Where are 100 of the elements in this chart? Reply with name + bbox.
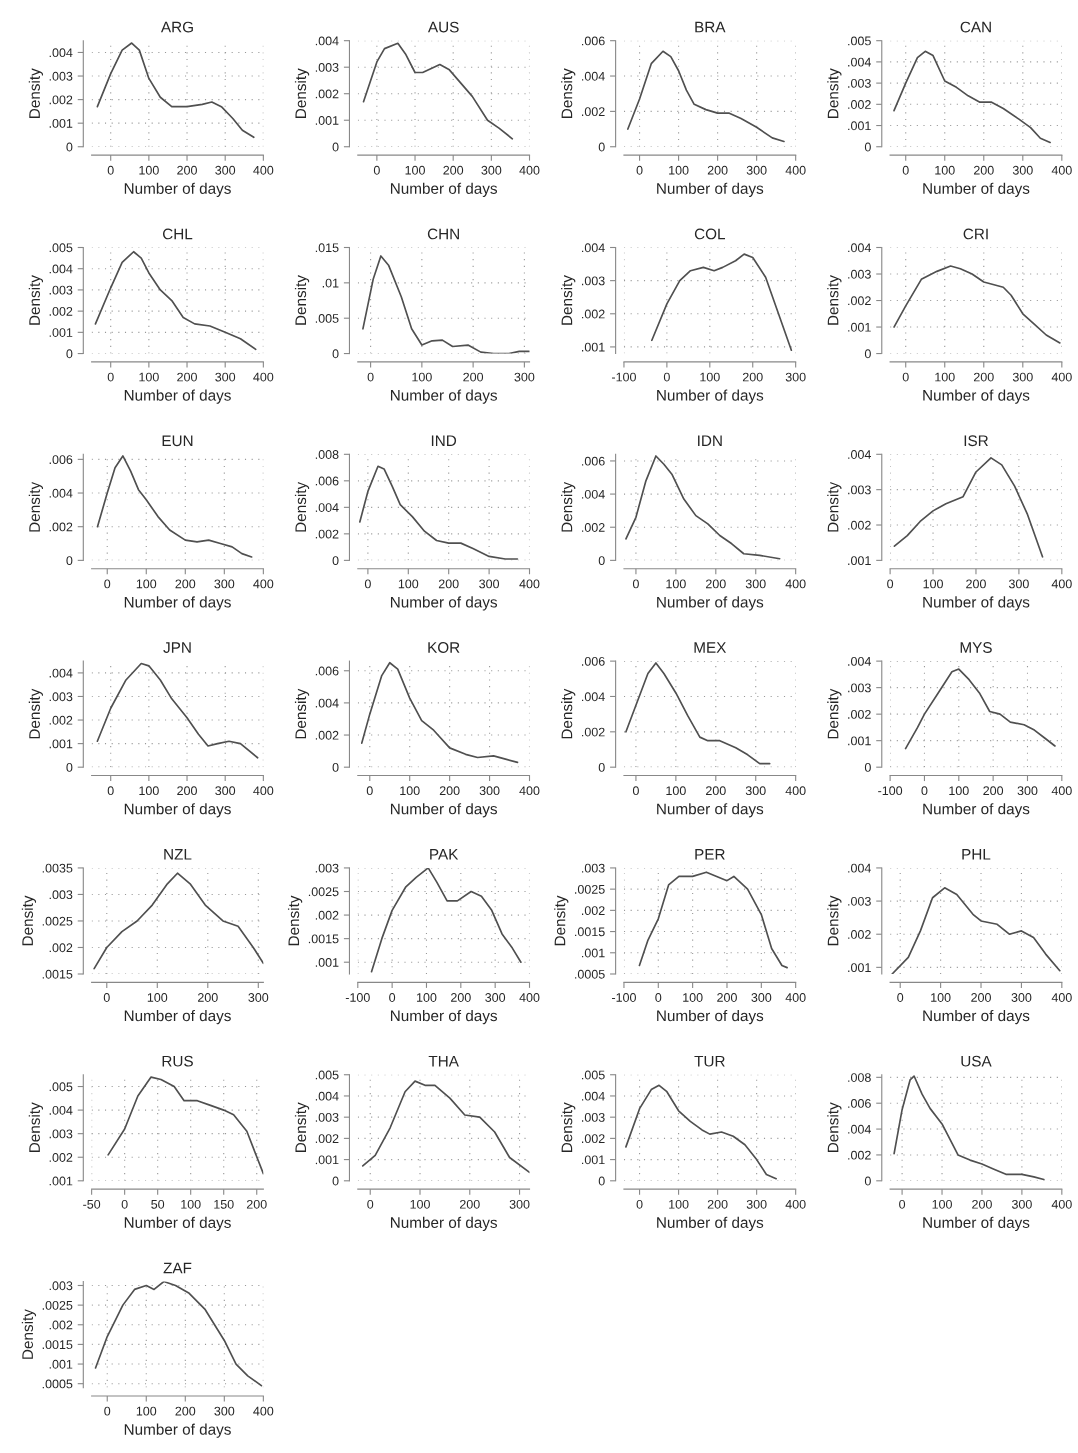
y-tick-label: .0015 xyxy=(308,934,339,944)
x-tick-label: -100 xyxy=(345,993,370,1002)
line-series xyxy=(94,1281,263,1387)
line-series xyxy=(893,265,1061,344)
chart-title: EUN xyxy=(162,435,193,447)
y-tick-label: .001 xyxy=(848,121,871,131)
x-tick-label: 100 xyxy=(410,1199,430,1209)
x-tick-label: 50 xyxy=(151,1199,165,1209)
x-tick-label: 400 xyxy=(519,579,540,589)
line-series xyxy=(891,886,1061,974)
y-tick-label: .003 xyxy=(49,1281,73,1291)
x-tick-label: 200 xyxy=(966,579,986,589)
y-tick-label: .005 xyxy=(848,36,871,46)
y-tick-label: .001 xyxy=(848,963,871,973)
y-tick-label: .004 xyxy=(315,1091,339,1101)
y-axis-title: Density xyxy=(561,1102,576,1152)
x-tick-label: 100 xyxy=(669,165,689,175)
x-axis-title: Number of days xyxy=(657,596,764,611)
y-tick-label: 0 xyxy=(332,556,339,566)
y-tick-label: .002 xyxy=(582,107,605,117)
x-tick-label: 200 xyxy=(463,372,484,382)
y-tick-label: .001 xyxy=(49,118,73,128)
chart-title: ZAF xyxy=(163,1262,192,1274)
x-axis-title: Number of days xyxy=(923,803,1030,818)
line-series xyxy=(651,253,793,352)
y-tick-label: .004 xyxy=(49,48,73,58)
y-tick-label: 0 xyxy=(332,142,339,152)
x-tick-label: 300 xyxy=(248,993,269,1002)
x-tick-label: 0 xyxy=(103,993,110,1002)
x-tick-label: 400 xyxy=(253,786,274,796)
chart-title: THA xyxy=(428,1055,459,1067)
y-tick-label: .004 xyxy=(315,698,339,708)
y-tick-label: .0025 xyxy=(308,887,339,897)
y-tick-label: .005 xyxy=(49,243,73,253)
y-tick-label: .004 xyxy=(315,36,339,46)
x-tick-label: 400 xyxy=(253,372,274,382)
y-tick-label: .002 xyxy=(582,727,605,737)
x-tick-label: 0 xyxy=(366,786,373,796)
x-axis-title: Number of days xyxy=(657,1216,764,1231)
y-tick-label: .002 xyxy=(315,1134,339,1144)
y-tick-label: .001 xyxy=(582,342,605,352)
y-tick-label: 0 xyxy=(864,762,871,772)
x-tick-label: 0 xyxy=(636,1199,643,1209)
line-series xyxy=(893,1075,1045,1181)
y-axis-title: Density xyxy=(28,275,43,325)
y-tick-label: .005 xyxy=(315,314,339,323)
x-axis-title: Number of days xyxy=(923,389,1030,404)
y-tick-label: .002 xyxy=(49,1320,73,1330)
y-axis-title: Density xyxy=(827,895,842,946)
y-tick-label: .004 xyxy=(848,656,871,666)
x-tick-label: 200 xyxy=(177,372,197,382)
x-tick-label: 0 xyxy=(921,786,928,796)
y-tick-label: .006 xyxy=(582,36,605,46)
x-tick-label: 300 xyxy=(1011,993,1032,1002)
x-tick-label: 300 xyxy=(1012,165,1033,175)
x-tick-label: 0 xyxy=(104,579,111,589)
line-series xyxy=(625,1084,777,1180)
y-axis-title: Density xyxy=(561,688,576,739)
x-axis-title: Number of days xyxy=(390,596,498,611)
x-axis-title: Number of days xyxy=(390,389,498,404)
y-axis-title: Density xyxy=(827,68,842,118)
line-series xyxy=(94,250,257,351)
y-axis-title: Density xyxy=(28,688,43,739)
y-tick-label: .015 xyxy=(315,243,339,253)
x-tick-label: 300 xyxy=(479,579,500,589)
x-tick-label: 0 xyxy=(104,1406,111,1416)
x-tick-label: 100 xyxy=(139,786,159,796)
y-tick-label: .002 xyxy=(582,1134,605,1144)
x-tick-label: 200 xyxy=(707,165,728,175)
y-tick-label: 0 xyxy=(332,1176,339,1186)
chart-title: PER xyxy=(695,849,725,860)
x-tick-label: 400 xyxy=(785,993,806,1002)
x-axis-title: Number of days xyxy=(657,389,764,404)
x-tick-label: 100 xyxy=(666,579,686,589)
x-tick-label: 0 xyxy=(121,1199,128,1209)
x-tick-label: 400 xyxy=(519,165,540,175)
x-tick-label: 100 xyxy=(931,993,951,1002)
line-series xyxy=(96,455,253,558)
chart-title: PAK xyxy=(430,849,459,860)
x-tick-label: 300 xyxy=(479,786,500,796)
y-tick-label: .001 xyxy=(848,322,871,332)
y-tick-label: .0025 xyxy=(42,1300,73,1310)
x-tick-label: 0 xyxy=(364,579,371,589)
x-tick-label: 300 xyxy=(745,579,766,589)
y-axis-title: Density xyxy=(294,481,310,532)
y-axis-title: Density xyxy=(28,481,43,532)
x-tick-label: 100 xyxy=(932,1199,952,1209)
x-axis-title: Number of days xyxy=(124,1009,231,1025)
x-tick-label: 400 xyxy=(1051,372,1072,382)
x-tick-label: 0 xyxy=(632,579,639,589)
x-tick-label: 300 xyxy=(215,786,236,796)
x-tick-label: 200 xyxy=(438,579,459,589)
x-tick-label: 100 xyxy=(139,372,159,382)
x-tick-label: 400 xyxy=(253,579,274,589)
y-tick-label: .001 xyxy=(315,1155,339,1165)
x-tick-label: 300 xyxy=(785,372,806,382)
y-tick-label: .004 xyxy=(49,1105,73,1115)
y-tick-label: .01 xyxy=(322,278,339,288)
x-tick-label: 300 xyxy=(1011,1199,1032,1209)
y-tick-label: .004 xyxy=(582,692,605,702)
